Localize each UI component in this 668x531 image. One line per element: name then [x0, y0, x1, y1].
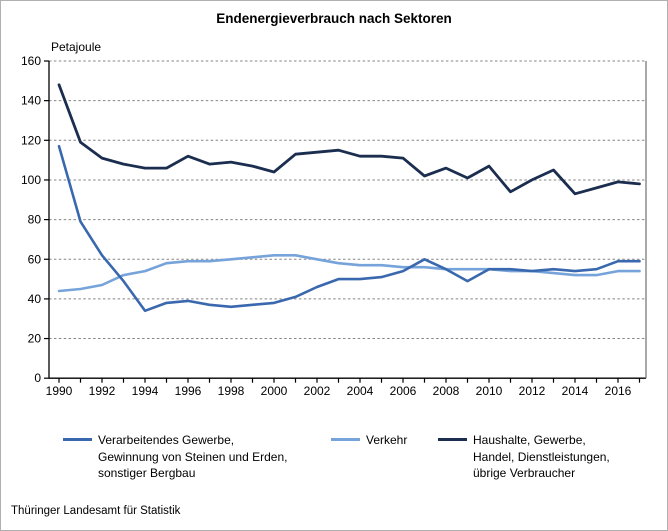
y-tick-label: 80	[28, 213, 42, 227]
x-tick-label: 2008	[433, 384, 460, 398]
x-tick-label: 2002	[304, 384, 331, 398]
legend-label: Verarbeitendes Gewerbe, Gewinnung von St…	[98, 432, 287, 482]
x-tick-label: 2000	[261, 384, 288, 398]
legend-item-haushalte: Haushalte, Gewerbe, Handel, Dienstleistu…	[438, 432, 610, 482]
legend-label-line: Verkehr	[366, 433, 408, 447]
x-tick-label: 2010	[476, 384, 503, 398]
y-tick-label: 0	[34, 371, 41, 385]
legend-label-line: Haushalte, Gewerbe,	[473, 433, 586, 447]
series-line-verkehr	[57, 254, 641, 293]
legend-item-verkehr: Verkehr	[331, 432, 407, 449]
chart-plot-area: 0 20 40 60 80 100 120 140 160 1990 1992 1994 1996 199…	[21, 54, 647, 398]
y-tick-label: 20	[28, 332, 42, 346]
series-line-haushalte	[57, 83, 641, 196]
legend-label-line: Handel, Dienstleistungen,	[473, 449, 610, 464]
legend-line-swatch-haushalte	[438, 438, 467, 441]
x-tick-label: 1998	[218, 384, 245, 398]
y-tick-label: 160	[21, 54, 41, 68]
y-tick-label: 140	[21, 94, 41, 108]
x-tick-label: 1990	[46, 384, 73, 398]
legend-label: Haushalte, Gewerbe, Handel, Dienstleistu…	[473, 432, 610, 482]
y-tick-label: 120	[21, 133, 41, 147]
legend-label-line: sonstiger Bergbau	[98, 466, 196, 480]
x-tick-label: 1992	[89, 384, 116, 398]
x-tick-label: 1994	[132, 384, 159, 398]
legend-label-line: Verarbeitendes Gewerbe,	[98, 433, 235, 447]
y-tick-label: 100	[21, 173, 41, 187]
y-axis-title: Petajoule	[51, 40, 102, 54]
x-tick-label: 1996	[175, 384, 202, 398]
legend-line-swatch-verarbeitendes-gewerbe	[63, 438, 92, 441]
x-tick-label: 2014	[562, 384, 589, 398]
source-attribution: Thüringer Landesamt für Statistik	[11, 505, 181, 517]
x-tick-label: 2004	[347, 384, 374, 398]
y-tick-label: 40	[28, 292, 42, 306]
x-tick-label: 2016	[605, 384, 632, 398]
legend-label: Verkehr	[366, 432, 407, 449]
y-tick-label: 60	[28, 252, 42, 266]
x-tick-label: 2012	[519, 384, 546, 398]
legend-label-line: übrige Verbraucher	[473, 466, 576, 480]
chart-title: Endenergieverbrauch nach Sektoren	[216, 11, 452, 26]
legend-line-swatch-verkehr	[331, 438, 360, 441]
legend-item-verarbeitendes-gewerbe: Verarbeitendes Gewerbe, Gewinnung von St…	[63, 432, 287, 482]
x-tick-label: 2006	[390, 384, 417, 398]
legend-label-line: Gewinnung von Steinen und Erden,	[98, 449, 288, 464]
series-line-verarbeitendes-gewerbe	[57, 144, 641, 313]
